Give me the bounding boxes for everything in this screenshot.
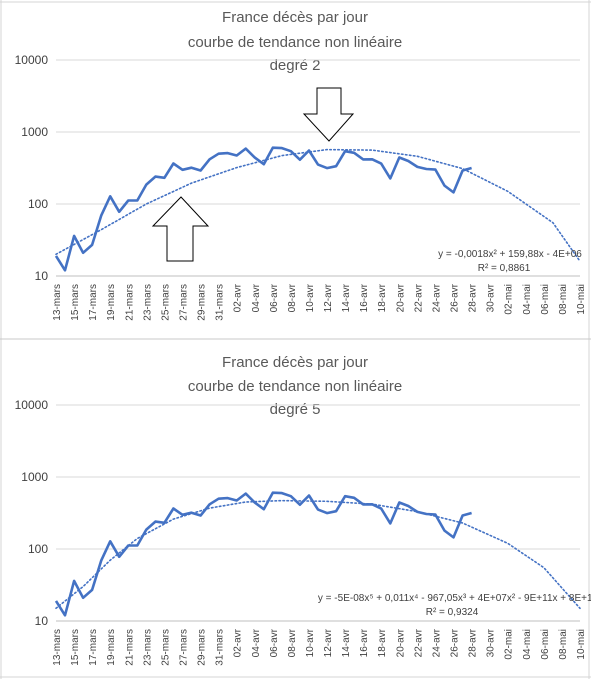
chart-title-line: France décès par jour	[222, 9, 368, 26]
x-tick-label: 08-mai	[558, 629, 569, 660]
x-tick-label: 02-mai	[504, 629, 515, 660]
chart-title-line: degré 5	[270, 401, 321, 418]
y-tick-label: 10	[35, 269, 49, 283]
x-tick-label: 23-mars	[142, 629, 153, 666]
x-tick-label: 06-avr	[269, 628, 280, 657]
x-tick-label: 29-mars	[197, 284, 208, 321]
series-line-deaths	[54, 146, 472, 272]
x-tick-label: 14-avr	[341, 283, 352, 312]
x-tick-label: 31-mars	[215, 629, 226, 666]
x-tick-label: 02-avr	[233, 283, 244, 312]
chart-title-line: courbe de tendance non linéaire	[188, 378, 402, 395]
up-arrow-icon	[151, 196, 210, 262]
x-tick-label: 12-avr	[323, 628, 334, 657]
series-line-deaths	[54, 491, 472, 617]
x-tick-label: 28-avr	[468, 628, 479, 657]
r-squared: R² = 0,8861	[478, 263, 531, 274]
x-tick-label: 04-mai	[522, 284, 533, 315]
x-tick-label: 10-mai	[576, 284, 587, 315]
x-tick-label: 26-avr	[450, 283, 461, 312]
x-tick-label: 20-avr	[395, 283, 406, 312]
x-tick-label: 04-avr	[251, 283, 262, 312]
x-tick-label: 28-avr	[468, 283, 479, 312]
y-tick-label: 1000	[21, 470, 48, 484]
x-tick-label: 19-mars	[106, 284, 117, 321]
x-tick-label: 31-mars	[215, 284, 226, 321]
x-tick-label: 27-mars	[178, 629, 189, 666]
x-tick-label: 08-avr	[287, 628, 298, 657]
x-tick-label: 23-mars	[142, 284, 153, 321]
x-tick-label: 21-mars	[124, 284, 135, 321]
series-trendline	[55, 499, 581, 610]
x-tick-label: 26-avr	[450, 628, 461, 657]
y-tick-label: 100	[28, 542, 48, 556]
chart-degre-2: France décès par jour courbe de tendance …	[15, 9, 587, 321]
x-tick-label: 14-avr	[341, 628, 352, 657]
x-tick-label: 19-mars	[106, 629, 117, 666]
x-tick-label: 17-mars	[88, 284, 99, 321]
x-tick-label: 18-avr	[377, 628, 388, 657]
y-tick-label: 10000	[15, 398, 49, 412]
r-squared: R² = 0,9324	[426, 607, 479, 618]
x-tick-label: 16-avr	[359, 283, 370, 312]
x-tick-label: 25-mars	[160, 629, 171, 666]
x-tick-label: 02-mai	[504, 284, 515, 315]
x-tick-label: 24-avr	[431, 283, 442, 312]
y-tick-label: 100	[28, 197, 48, 211]
down-arrow-icon	[302, 87, 355, 142]
x-tick-label: 02-avr	[233, 628, 244, 657]
x-tick-label: 17-mars	[88, 629, 99, 666]
x-tick-label: 10-avr	[305, 628, 316, 657]
x-tick-label: 06-mai	[540, 284, 551, 315]
x-tick-label: 20-avr	[395, 628, 406, 657]
x-tick-label: 08-mai	[558, 284, 569, 315]
x-tick-label: 30-avr	[486, 628, 497, 657]
x-tick-label: 25-mars	[160, 284, 171, 321]
x-tick-label: 29-mars	[197, 629, 208, 666]
x-tick-label: 04-mai	[522, 629, 533, 660]
x-tick-label: 13-mars	[52, 629, 63, 666]
x-tick-label: 04-avr	[251, 628, 262, 657]
x-tick-label: 06-avr	[269, 283, 280, 312]
trend-equation: y = -0,0018x² + 159,88x - 4E+06	[438, 249, 582, 260]
x-tick-label: 15-mars	[70, 629, 81, 666]
x-tick-label: 24-avr	[431, 628, 442, 657]
x-tick-label: 10-avr	[305, 283, 316, 312]
series-trendline	[55, 148, 581, 263]
y-tick-label: 1000	[21, 125, 48, 139]
trend-equation: y = -5E-08x⁵ + 0,011x⁴ - 967,05x³ + 4E+0…	[318, 593, 591, 604]
x-tick-label: 06-mai	[540, 629, 551, 660]
chart-title-line: courbe de tendance non linéaire	[188, 34, 402, 51]
x-tick-label: 12-avr	[323, 283, 334, 312]
x-tick-label: 16-avr	[359, 628, 370, 657]
x-tick-label: 30-avr	[486, 283, 497, 312]
x-tick-label: 13-mars	[52, 284, 63, 321]
chart-title-line: degré 2	[270, 57, 321, 74]
x-tick-label: 27-mars	[178, 284, 189, 321]
x-tick-label: 18-avr	[377, 283, 388, 312]
chart-title-line: France décès par jour	[222, 354, 368, 371]
x-tick-label: 21-mars	[124, 629, 135, 666]
chart-degre-5: France décès par jour courbe de tendance …	[15, 354, 591, 666]
x-tick-label: 08-avr	[287, 283, 298, 312]
x-tick-label: 22-avr	[413, 283, 424, 312]
y-tick-label: 10	[35, 614, 49, 628]
x-tick-label: 10-mai	[576, 629, 587, 660]
x-tick-label: 22-avr	[413, 628, 424, 657]
x-tick-label: 15-mars	[70, 284, 81, 321]
y-tick-label: 10000	[15, 53, 49, 67]
